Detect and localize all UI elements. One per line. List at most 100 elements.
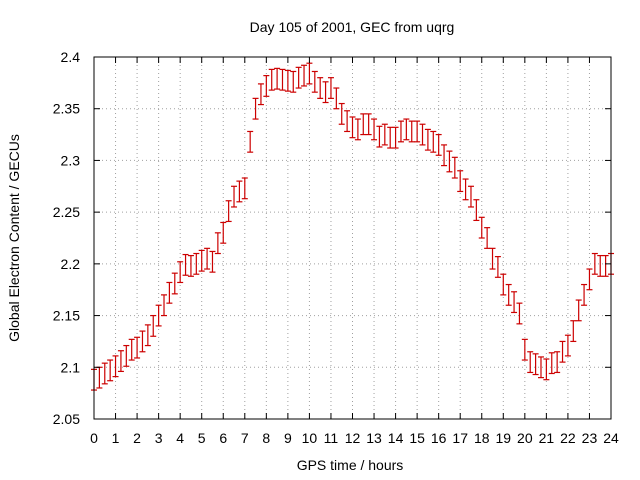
data-point-errorbar — [214, 232, 221, 255]
data-point-errorbar — [349, 116, 356, 139]
x-tick-label: 20 — [517, 430, 533, 446]
data-point-errorbar — [144, 324, 151, 347]
data-point-errorbar — [263, 75, 270, 97]
x-tick-label: 17 — [452, 430, 468, 446]
data-point-errorbar — [435, 133, 442, 156]
y-tick-labels: 2.05 2.1 2.15 2.2 2.25 2.3 2.35 2.4 — [53, 49, 80, 427]
data-point-errorbar — [537, 356, 544, 379]
x-tick-label: 7 — [241, 430, 249, 446]
x-tick-label: 9 — [284, 430, 292, 446]
data-point-errorbar — [381, 123, 388, 146]
x-tick-label: 18 — [474, 430, 490, 446]
data-point-errorbar — [489, 247, 496, 270]
data-point-errorbar — [354, 118, 361, 141]
data-point-errorbar — [548, 352, 555, 375]
axis-ticks — [93, 56, 612, 420]
data-point-errorbar — [128, 338, 135, 361]
data-point-errorbar — [333, 87, 340, 110]
data-point-errorbar — [295, 66, 302, 89]
data-point-errorbar — [236, 180, 243, 203]
data-point-errorbar — [123, 344, 130, 367]
data-point-errorbar — [494, 256, 501, 278]
data-point-errorbar — [177, 261, 184, 284]
y-tick-label: 2.35 — [53, 101, 80, 117]
data-point-errorbar — [559, 340, 566, 363]
data-point-errorbar — [187, 254, 194, 277]
x-tick-label: 21 — [539, 430, 555, 446]
data-point-errorbar — [101, 362, 108, 385]
y-tick-label: 2.1 — [61, 359, 81, 375]
data-point-errorbar — [317, 77, 324, 99]
x-tick-label: 14 — [388, 430, 404, 446]
data-point-errorbar — [478, 216, 485, 239]
data-point-errorbar — [591, 252, 598, 275]
data-point-errorbar — [586, 268, 593, 291]
data-point-errorbar — [554, 351, 561, 374]
error-bar-series — [91, 62, 614, 391]
x-tick-label: 13 — [366, 430, 382, 446]
data-point-errorbar — [575, 299, 582, 322]
x-tick-label: 6 — [219, 430, 227, 446]
x-tick-label: 23 — [582, 430, 598, 446]
x-tick-label: 22 — [560, 430, 576, 446]
data-point-errorbar — [257, 83, 264, 106]
data-point-errorbar — [602, 254, 609, 277]
data-point-errorbar — [225, 200, 232, 223]
data-point-errorbar — [134, 336, 141, 359]
data-point-errorbar — [403, 118, 410, 141]
data-point-errorbar — [564, 334, 571, 357]
data-point-errorbar — [467, 185, 474, 208]
y-tick-label: 2.15 — [53, 308, 80, 324]
data-point-errorbar — [344, 110, 351, 133]
y-tick-label: 2.3 — [61, 152, 81, 168]
x-tick-label: 10 — [302, 430, 318, 446]
data-point-errorbar — [301, 64, 308, 87]
data-point-errorbar — [462, 178, 469, 201]
data-point-errorbar — [505, 283, 512, 306]
data-point-errorbar — [500, 273, 507, 296]
x-tick-label: 16 — [431, 430, 447, 446]
data-point-errorbar — [527, 351, 534, 374]
data-point-errorbar — [419, 123, 426, 146]
data-point-errorbar — [311, 70, 318, 93]
x-tick-label: 2 — [133, 430, 141, 446]
data-point-errorbar — [284, 69, 291, 92]
data-point-errorbar — [365, 113, 372, 136]
data-point-errorbar — [220, 221, 227, 244]
y-tick-label: 2.25 — [53, 204, 80, 220]
data-point-errorbar — [306, 62, 313, 85]
data-point-errorbar — [408, 120, 415, 143]
data-point-errorbar — [414, 120, 421, 143]
data-point-errorbar — [484, 227, 491, 249]
data-point-errorbar — [322, 81, 329, 104]
x-tick-label: 5 — [198, 430, 206, 446]
data-point-errorbar — [446, 150, 453, 173]
data-point-errorbar — [107, 359, 114, 382]
data-point-errorbar — [387, 126, 394, 149]
x-tick-label: 19 — [496, 430, 512, 446]
data-point-errorbar — [150, 314, 157, 337]
data-point-errorbar — [441, 144, 448, 167]
data-point-errorbar — [117, 350, 124, 373]
data-point-errorbar — [543, 358, 550, 381]
data-point-errorbar — [193, 252, 200, 275]
x-tick-labels: 0 1 2 3 4 5 6 7 8 9 10 11 12 13 14 15 16 17 18 19 20 21 22 23 24 — [90, 430, 619, 446]
data-point-errorbar — [279, 68, 286, 91]
data-point-errorbar — [231, 185, 238, 208]
data-point-errorbar — [516, 302, 523, 325]
y-tick-label: 2.2 — [61, 256, 81, 272]
x-tick-label: 4 — [176, 430, 184, 446]
data-point-errorbar — [521, 338, 528, 361]
data-point-errorbar — [451, 156, 458, 179]
x-tick-label: 0 — [90, 430, 98, 446]
data-point-errorbar — [166, 281, 173, 304]
y-tick-label: 2.4 — [61, 49, 81, 65]
data-point-errorbar — [570, 320, 577, 343]
x-tick-label: 11 — [324, 430, 339, 446]
grid-lines — [94, 57, 611, 419]
data-point-errorbar — [198, 249, 205, 272]
x-tick-label: 1 — [112, 430, 120, 446]
data-point-errorbar — [247, 130, 254, 153]
data-point-errorbar — [430, 130, 437, 153]
